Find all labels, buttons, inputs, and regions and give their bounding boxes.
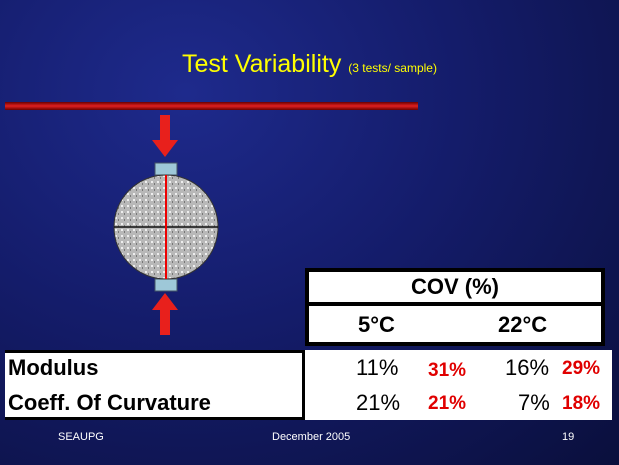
footer-left: SEAUPG (58, 431, 104, 443)
column-header: 22°C (498, 312, 548, 337)
column-header: 5°C (358, 312, 395, 337)
arrow-up (152, 293, 178, 335)
subtitle: (3 tests/ sample) (348, 61, 437, 75)
title: Test Variability (182, 50, 342, 78)
column-header-row (305, 306, 605, 346)
cov-value: 7% (518, 390, 550, 415)
top-strip (154, 162, 178, 176)
row-label: Modulus (8, 355, 99, 380)
header-cell: COV (%) (305, 268, 605, 306)
arrow-down (152, 115, 178, 157)
cov-value: 11% (356, 355, 399, 380)
title-line: Test Variability (3 tests/ sample) (0, 50, 619, 79)
footer-right: 19 (562, 431, 575, 443)
footer-center: December 2005 (272, 431, 351, 443)
load-plate (5, 102, 418, 110)
cov-value-red: 29% (562, 358, 601, 379)
row-label: Coeff. Of Curvature (8, 390, 211, 415)
cov-value-red: 21% (428, 393, 467, 414)
cov-value-red: 18% (562, 393, 601, 414)
bottom-strip (154, 278, 178, 292)
cov-value: 21% (356, 390, 401, 415)
cov-value-red: 31% (428, 360, 467, 381)
label-column (5, 350, 305, 420)
cov-value: 16% (505, 355, 550, 380)
